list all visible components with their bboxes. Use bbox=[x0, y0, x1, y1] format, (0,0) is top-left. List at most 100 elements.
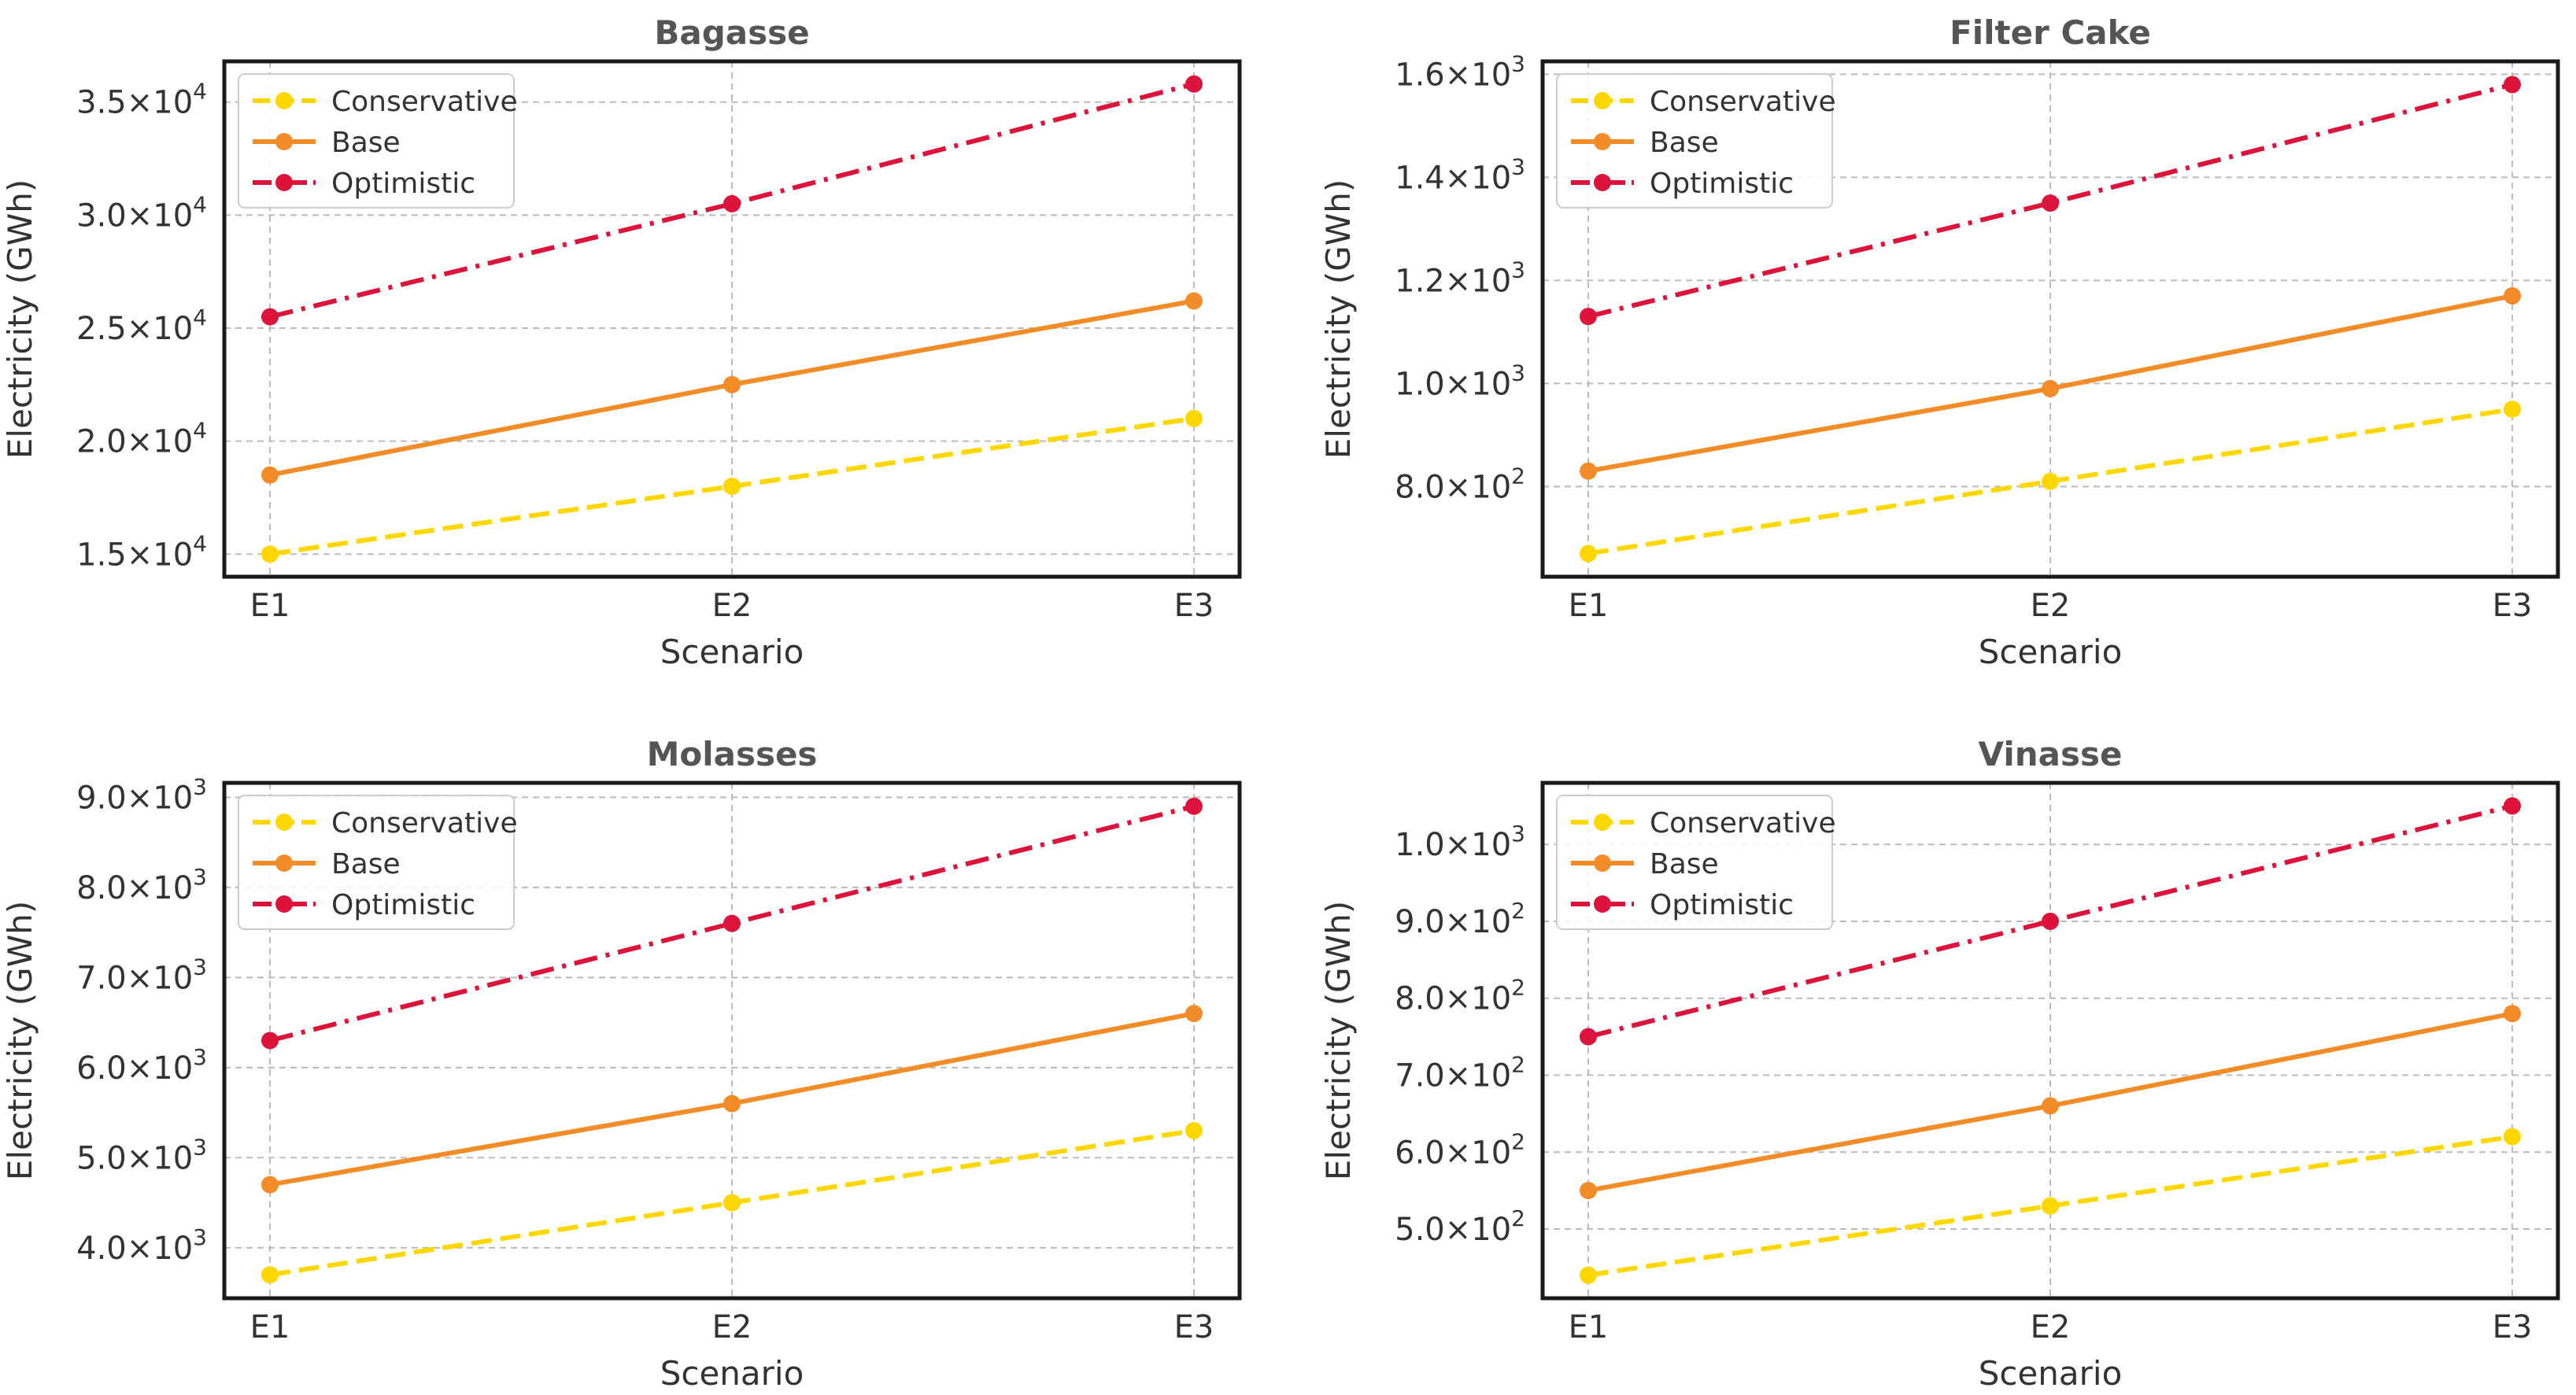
y-tick-label: 1.0×103 bbox=[1395, 821, 1525, 863]
data-point-optimistic bbox=[723, 914, 741, 932]
data-point-conservative bbox=[1580, 544, 1597, 563]
y-tick-label: 1.5×104 bbox=[76, 530, 207, 573]
x-tick-label: E1 bbox=[250, 588, 290, 624]
tick-times-ten: ×10 bbox=[127, 1050, 193, 1087]
x-tick-label: E3 bbox=[1174, 1309, 1214, 1345]
x-tick-label: E1 bbox=[250, 1309, 290, 1345]
tick-mantissa: 1.5 bbox=[76, 537, 127, 573]
chart-panel-3: E1 E2 E35.0×1026.0×1027.0×1028.0×1029.0×10… bbox=[1319, 735, 2560, 1393]
legend-marker-conservative bbox=[1594, 92, 1611, 109]
tick-mantissa: 1.0 bbox=[1395, 827, 1445, 863]
x-axis-label: Scenario bbox=[1979, 633, 2123, 671]
tick-exponent: 3 bbox=[1511, 153, 1525, 179]
legend-label-conservative: Conservative bbox=[331, 807, 518, 840]
tick-times-ten: ×10 bbox=[127, 537, 193, 573]
data-point-conservative bbox=[261, 545, 279, 563]
tick-mantissa: 5.0 bbox=[1395, 1212, 1445, 1248]
tick-times-ten: ×10 bbox=[1445, 1057, 1511, 1094]
data-point-optimistic bbox=[2504, 797, 2521, 815]
tick-times-ten: ×10 bbox=[127, 870, 193, 906]
tick-mantissa: 4.0 bbox=[76, 1231, 127, 1267]
data-point-conservative bbox=[2504, 400, 2521, 419]
tick-times-ten: ×10 bbox=[1445, 57, 1511, 93]
y-tick-label: 9.0×102 bbox=[1395, 898, 1525, 940]
data-point-base bbox=[2042, 379, 2059, 397]
y-tick-label: 6.0×102 bbox=[1395, 1128, 1525, 1171]
tick-mantissa: 1.0 bbox=[1395, 366, 1445, 402]
x-axis-label: Scenario bbox=[1979, 1354, 2123, 1393]
y-axis-label: Electricity (GWh) bbox=[1319, 179, 1358, 459]
tick-exponent: 2 bbox=[1511, 1051, 1525, 1077]
legend-marker-optimistic bbox=[1594, 895, 1611, 913]
chart-title: Bagasse bbox=[654, 13, 809, 52]
data-point-base bbox=[261, 466, 279, 484]
tick-exponent: 2 bbox=[1511, 1128, 1525, 1154]
legend-marker-base bbox=[1594, 854, 1611, 872]
data-point-base bbox=[723, 375, 741, 393]
chart-panel-2: E1 E2 E34.0×1035.0×1036.0×1037.0×1038.0×10… bbox=[1, 735, 1242, 1393]
tick-mantissa: 8.0 bbox=[76, 870, 127, 906]
data-point-conservative bbox=[2042, 472, 2059, 490]
tick-mantissa: 1.2 bbox=[1395, 263, 1445, 299]
legend-box bbox=[238, 73, 515, 209]
tick-mantissa: 9.0 bbox=[76, 780, 127, 816]
data-point-optimistic bbox=[2504, 76, 2521, 94]
tick-exponent: 2 bbox=[1511, 1205, 1525, 1231]
tick-mantissa: 2.0 bbox=[76, 424, 127, 460]
tick-exponent: 4 bbox=[193, 530, 207, 556]
legend-marker-optimistic bbox=[275, 174, 293, 191]
tick-exponent: 3 bbox=[193, 864, 207, 890]
data-point-optimistic bbox=[2042, 194, 2059, 212]
legend-marker-base bbox=[1594, 133, 1611, 150]
legend-label-base: Base bbox=[1650, 127, 1719, 159]
legend-marker-optimistic bbox=[275, 895, 293, 913]
x-tick-label: E2 bbox=[2031, 588, 2071, 624]
tick-times-ten: ×10 bbox=[1445, 469, 1511, 505]
tick-exponent: 3 bbox=[1511, 360, 1525, 386]
data-point-conservative bbox=[2042, 1197, 2059, 1215]
y-tick-label: 2.0×104 bbox=[76, 418, 207, 460]
y-tick-label: 9.0×103 bbox=[76, 773, 207, 816]
tick-mantissa: 8.0 bbox=[1395, 981, 1445, 1017]
legend: Conservative Base Optimistic bbox=[1556, 795, 1836, 930]
y-tick-label: 1.0×103 bbox=[1395, 360, 1525, 402]
data-point-optimistic bbox=[1185, 75, 1203, 93]
y-tick-label: 1.2×103 bbox=[1395, 256, 1525, 299]
tick-times-ten: ×10 bbox=[1445, 1212, 1511, 1248]
axes-frame bbox=[1540, 59, 2560, 579]
tick-mantissa: 3.5 bbox=[76, 85, 127, 121]
data-point-optimistic bbox=[1580, 1028, 1597, 1046]
tick-exponent: 3 bbox=[1511, 50, 1525, 76]
tick-times-ten: ×10 bbox=[1445, 1135, 1511, 1171]
data-point-base bbox=[2504, 1005, 2521, 1023]
tick-exponent: 4 bbox=[193, 418, 207, 444]
chart-panel-1: E1 E2 E38.0×1021.0×1031.2×1031.4×1031.6×10… bbox=[1319, 13, 2560, 671]
legend-marker-optimistic bbox=[1594, 174, 1611, 191]
tick-mantissa: 3.0 bbox=[76, 197, 127, 234]
data-point-base bbox=[1185, 1005, 1203, 1023]
y-tick-label: 1.6×103 bbox=[1395, 50, 1525, 93]
legend-label-base: Base bbox=[331, 127, 401, 159]
legend-label-conservative: Conservative bbox=[1650, 86, 1836, 118]
tick-times-ten: ×10 bbox=[127, 960, 193, 996]
tick-times-ten: ×10 bbox=[127, 1231, 193, 1267]
tick-times-ten: ×10 bbox=[1445, 263, 1511, 299]
data-point-base bbox=[723, 1094, 741, 1113]
y-tick-label: 3.0×104 bbox=[76, 191, 207, 234]
x-tick-label: E3 bbox=[2493, 588, 2533, 624]
y-tick-label: 5.0×103 bbox=[76, 1134, 207, 1176]
tick-mantissa: 1.4 bbox=[1395, 160, 1445, 196]
legend-label-conservative: Conservative bbox=[331, 86, 518, 118]
tick-exponent: 4 bbox=[193, 191, 207, 217]
legend-label-optimistic: Optimistic bbox=[1650, 168, 1794, 200]
y-tick-label: 6.0×103 bbox=[76, 1044, 207, 1087]
tick-exponent: 3 bbox=[193, 773, 207, 799]
y-tick-label: 2.5×104 bbox=[76, 304, 207, 347]
data-point-base bbox=[261, 1175, 279, 1194]
tick-exponent: 4 bbox=[193, 304, 207, 330]
tick-times-ten: ×10 bbox=[127, 1140, 193, 1176]
tick-mantissa: 5.0 bbox=[76, 1140, 127, 1176]
data-point-optimistic bbox=[261, 308, 279, 326]
legend-label-optimistic: Optimistic bbox=[331, 168, 475, 200]
